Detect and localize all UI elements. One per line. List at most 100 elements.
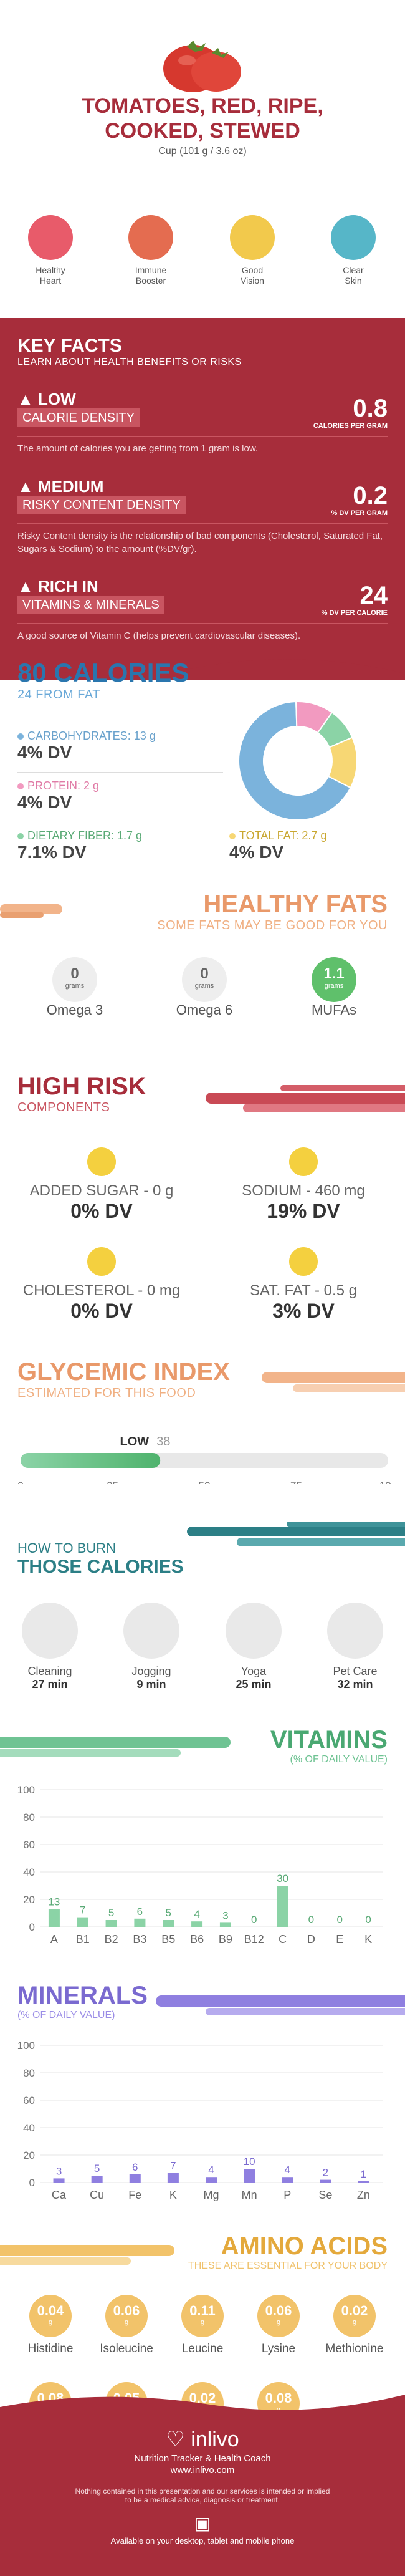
risk-name: ADDED SUGAR - 0 g [29, 1182, 174, 1199]
y-tick-label: 80 [23, 2067, 35, 2079]
risk-header: HIGH RISK COMPONENTS [17, 1073, 146, 1115]
macro-protein: PROTEIN: 2 g 4% DV [17, 779, 99, 813]
fact-chip: CALORIE DENSITY [17, 408, 140, 427]
heart-icon [28, 215, 73, 260]
risk-stripe [206, 1085, 405, 1112]
fact-unit: % DV PER GRAM [331, 509, 388, 517]
y-tick-label: 20 [23, 1894, 35, 1906]
face-icon [331, 215, 376, 260]
bar-Mg [206, 2177, 217, 2183]
key-facts-subtitle: LEARN ABOUT HEALTH BENEFITS OR RISKS [17, 357, 242, 367]
fact-level: MEDIUM [37, 477, 104, 496]
y-tick-label: 40 [23, 2122, 35, 2134]
amino-item-isoleucine: 0.06 g Isoleucine [88, 2295, 164, 2356]
macro-name: PROTEIN: 2 g [27, 779, 100, 792]
fact-chip: VITAMINS & MINERALS [17, 596, 164, 614]
burn-minutes: 9 min [136, 1678, 166, 1691]
bar-value-label: 7 [170, 2160, 176, 2172]
burn-yoga: Yoga 25 min [219, 1603, 288, 1691]
tomato-icon [163, 41, 241, 92]
x-tick-label: Mn [242, 2189, 257, 2201]
risk-title: HIGH RISK [17, 1073, 146, 1100]
macro-name: DIETARY FIBER: 1.7 g [27, 829, 143, 842]
legend-dot [229, 833, 236, 840]
macro-dv: 4% DV [229, 842, 284, 862]
bar-value-label: 2 [323, 2167, 328, 2179]
happy-face-icon [87, 1147, 116, 1176]
risk-dv: 0% DV [70, 1300, 133, 1322]
burn-minutes: 32 min [337, 1678, 373, 1691]
glycemic-subtitle: ESTIMATED FOR THIS FOOD [17, 1386, 196, 1400]
bar-B9 [219, 1922, 231, 1927]
heart-logo-icon: ♡ [166, 2428, 185, 2451]
bar-value-label: 10 [244, 2156, 255, 2168]
calories-title: 80 CALORIES [17, 658, 189, 687]
fact-chip: RISKY CONTENT DENSITY [17, 496, 186, 514]
wave-divider [0, 649, 405, 675]
bar-value-label: 5 [94, 2163, 100, 2174]
bar-Se [320, 2179, 331, 2183]
amino-value: 0.08 [265, 2390, 292, 2406]
glycemic-gauge: LOW 38 0 25 50 75 100 [17, 1435, 391, 1484]
bar-K [167, 2173, 179, 2183]
brand-name: inlivo [191, 2428, 239, 2451]
macro-carbohydrates: CARBOHYDRATES: 13 g 4% DV [17, 730, 156, 763]
bar-value-label: 0 [308, 1914, 314, 1926]
minerals-subtitle: (% OF DAILY VALUE) [17, 2010, 115, 2020]
gauge-tick: 0 [17, 1480, 23, 1484]
footer-url[interactable]: www.inlivo.com [170, 2465, 235, 2476]
bar-value-label: 6 [137, 1906, 143, 1918]
bar-B3 [134, 1918, 146, 1927]
x-tick-label: E [336, 1933, 343, 1946]
macro-name: TOTAL FAT: 2.7 g [239, 829, 327, 842]
macro-dv: 4% DV [17, 793, 72, 812]
bar-value-label: 0 [365, 1914, 371, 1926]
vitamins-subtitle: (% OF DAILY VALUE) [290, 1754, 388, 1765]
amino-name: Leucine [181, 2342, 224, 2355]
calories-header: 80 CALORIES 24 FROM FAT [17, 658, 189, 702]
fat-value: 0 [70, 965, 79, 982]
title-line-1: TOMATOES, RED, RIPE, [82, 94, 323, 118]
benefit-label: Clear [343, 265, 364, 275]
burn-name: Yoga [241, 1665, 267, 1677]
x-tick-label: Cu [90, 2189, 104, 2201]
amino-unit: g [276, 2406, 281, 2413]
bar-value-label: 4 [194, 1908, 199, 1920]
footer-wave [0, 2395, 405, 2419]
x-tick-label: C [279, 1933, 287, 1946]
bar-value-label: 13 [48, 1896, 60, 1908]
risk-name: CHOLESTEROL - 0 mg [22, 1282, 181, 1299]
gauge-value: 38 [156, 1435, 170, 1449]
bar-C [277, 1886, 288, 1927]
fats-title: HEALTHY FATS [203, 890, 388, 918]
amino-unit: g [200, 2318, 205, 2326]
divider [17, 623, 388, 624]
divider [17, 772, 223, 773]
glycemic-header: GLYCEMIC INDEX ESTIMATED FOR THIS FOOD [17, 1358, 230, 1401]
y-tick-label: 60 [23, 2095, 35, 2106]
risk-cholesterol: CHOLESTEROL - 0 mg 0% DV [17, 1247, 186, 1323]
benefit-label: Booster [135, 276, 166, 286]
donut-slice-3 [327, 736, 358, 789]
fact-unit: CALORIES PER GRAM [313, 422, 388, 430]
macro-name: CARBOHYDRATES: 13 g [27, 730, 156, 742]
burn-pet-care: Pet Care 32 min [321, 1603, 389, 1691]
x-tick-label: A [50, 1933, 58, 1946]
amino-value: 0.02 [341, 2303, 368, 2318]
gauge-tick: 50 [199, 1480, 211, 1484]
x-tick-label: Fe [128, 2189, 141, 2201]
amino-name: Isoleucine [100, 2342, 153, 2355]
y-tick-label: 0 [29, 2177, 35, 2189]
key-facts-section: KEY FACTS LEARN ABOUT HEALTH BENEFITS OR… [0, 318, 405, 680]
amino-unit: g [48, 2318, 53, 2326]
glycemic-stripe [262, 1372, 405, 1392]
amino-circle: 0.11 g [181, 2295, 224, 2337]
burn-minutes: 27 min [32, 1678, 68, 1691]
bar-Cu [91, 2176, 103, 2183]
y-tick-label: 80 [23, 1811, 35, 1823]
footer-disclaimer-2: to be a medical advice, diagnosis or tre… [125, 2496, 280, 2504]
amino-title: AMINO ACIDS [221, 2232, 388, 2260]
bar-value-label: 0 [337, 1914, 343, 1926]
vitamins-bar-chart: 0 20 40 60 80 100 13 A 7 B1 5 B2 6 B3 5 B5 4 B6 3 B9 0 B12 30 C… [17, 1784, 383, 1946]
